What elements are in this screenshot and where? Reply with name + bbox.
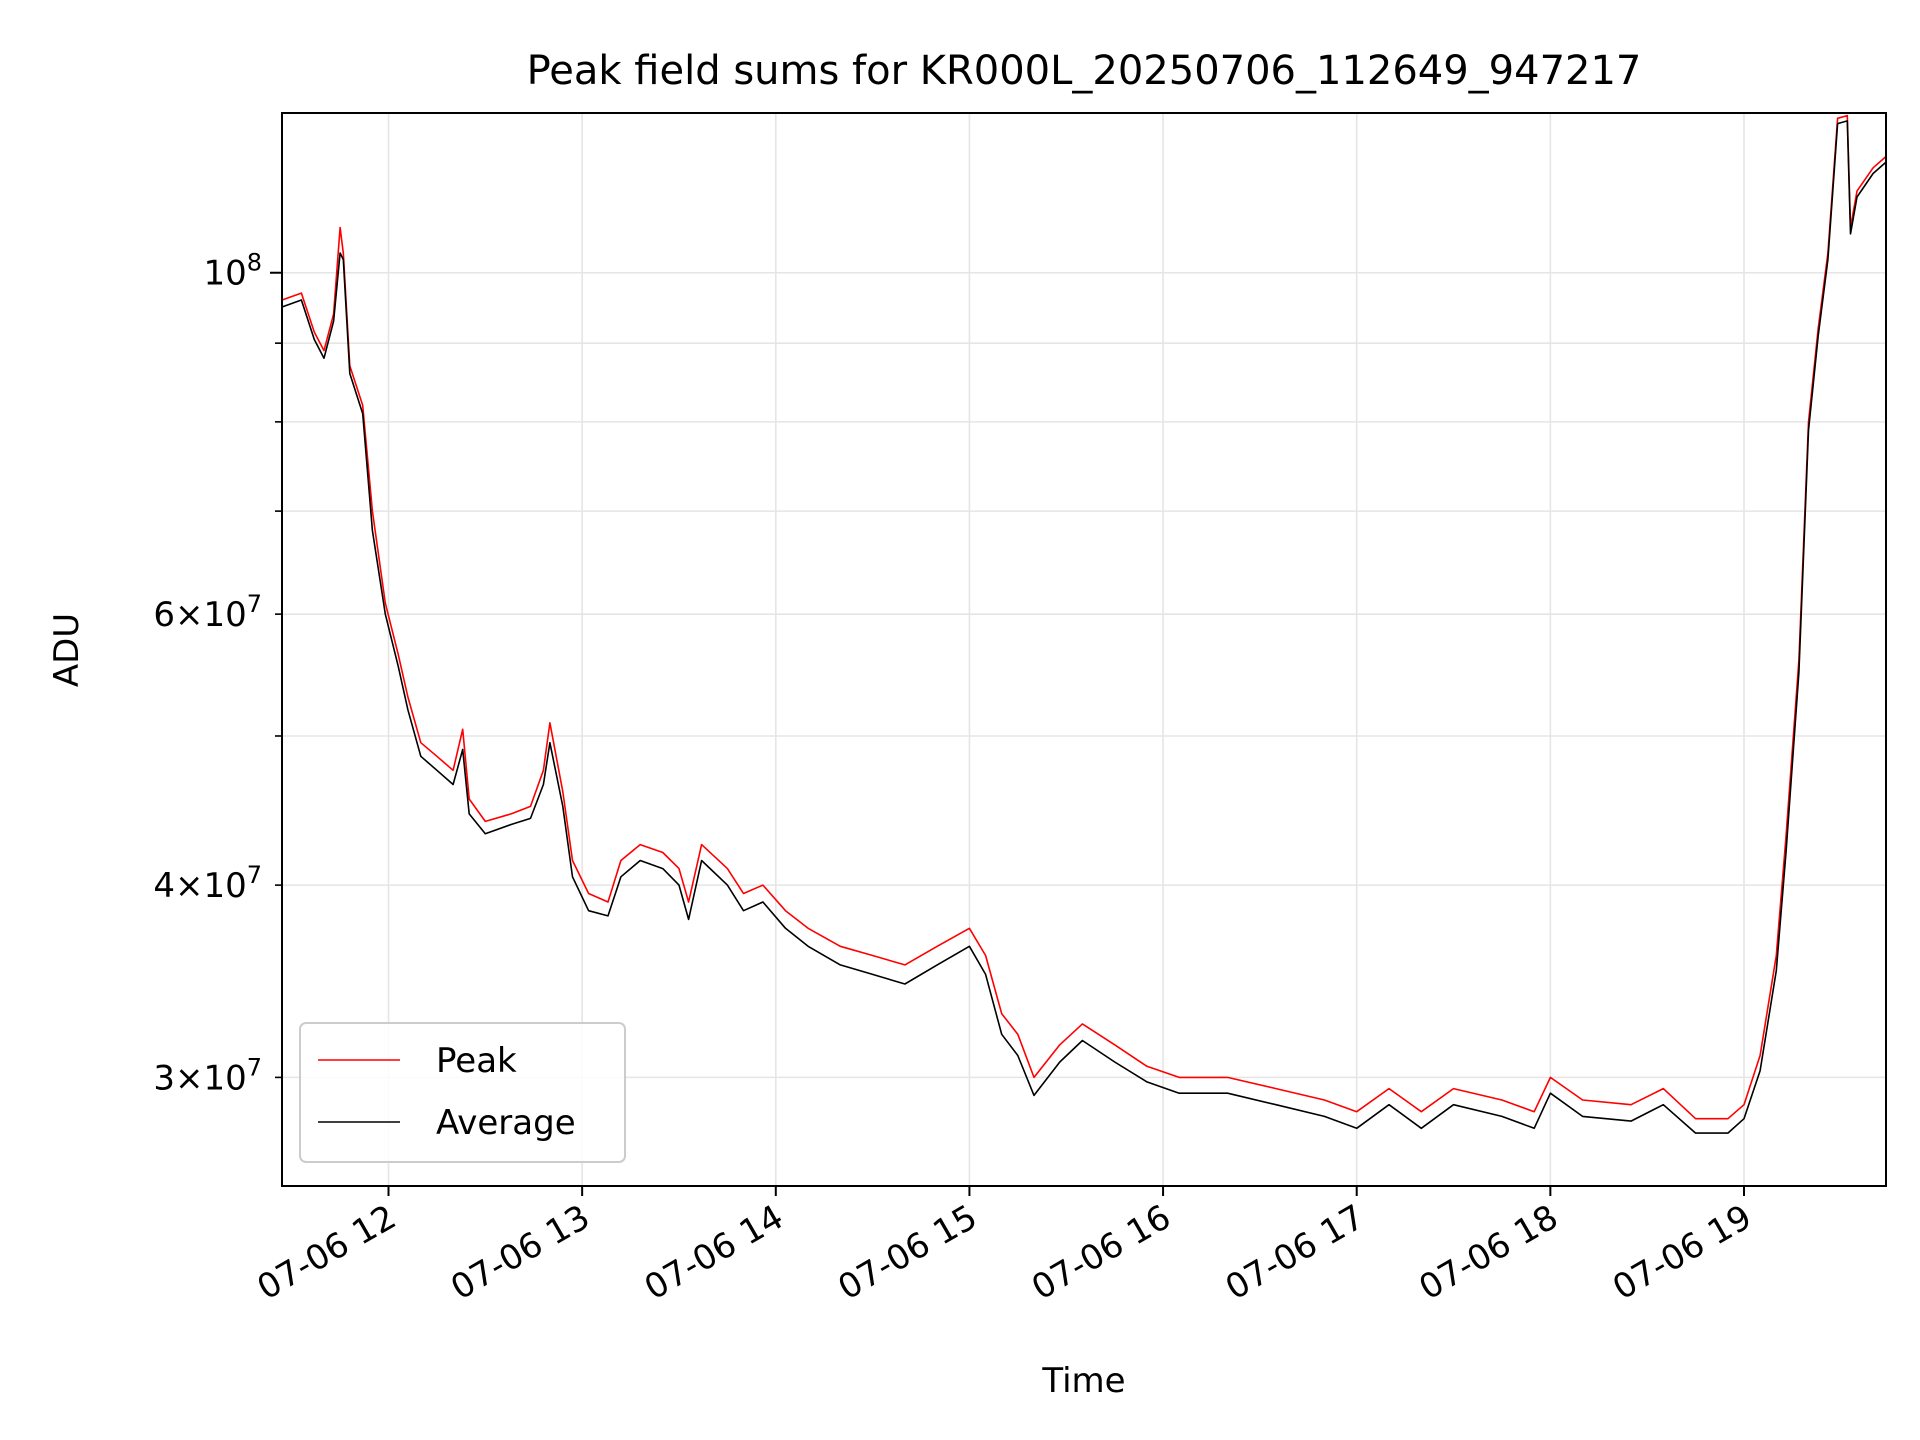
y-tick-mantissa: 6× [153, 595, 203, 635]
x-axis-label: Time [1041, 1361, 1125, 1401]
y-tick-label: 3×107 [153, 1053, 262, 1098]
series-line-peak [281, 114, 1887, 1120]
y-axis-label: ADU [47, 613, 87, 687]
y-tick-base: 10 [203, 595, 246, 635]
grid-lines [282, 113, 1886, 1186]
legend-box [299, 1022, 626, 1163]
plot-frame [281, 112, 1887, 1187]
y-tick-mantissa: 4× [153, 866, 203, 906]
y-tick-exponent: 7 [247, 1053, 262, 1081]
y-tick-exponent: 7 [247, 590, 262, 618]
y-tick-mantissa: 3× [153, 1058, 203, 1098]
series-line-average [281, 120, 1887, 1134]
y-tick-base: 10 [203, 254, 246, 294]
y-tick-exponent: 8 [247, 249, 262, 277]
y-tick-label: 108 [203, 249, 262, 294]
y-tick-label: 6×107 [153, 590, 262, 635]
legend-label-average: Average [436, 1103, 576, 1143]
legend-label-peak: Peak [436, 1041, 517, 1081]
y-tick-label: 4×107 [153, 861, 262, 906]
series-lines [281, 114, 1887, 1134]
y-tick-base: 10 [203, 866, 246, 906]
y-tick-base: 10 [203, 1058, 246, 1098]
y-tick-exponent: 7 [247, 861, 262, 889]
chart-title: Peak field sums for KR000L_20250706_1126… [527, 48, 1642, 94]
legend: Peak Average [299, 1022, 626, 1163]
